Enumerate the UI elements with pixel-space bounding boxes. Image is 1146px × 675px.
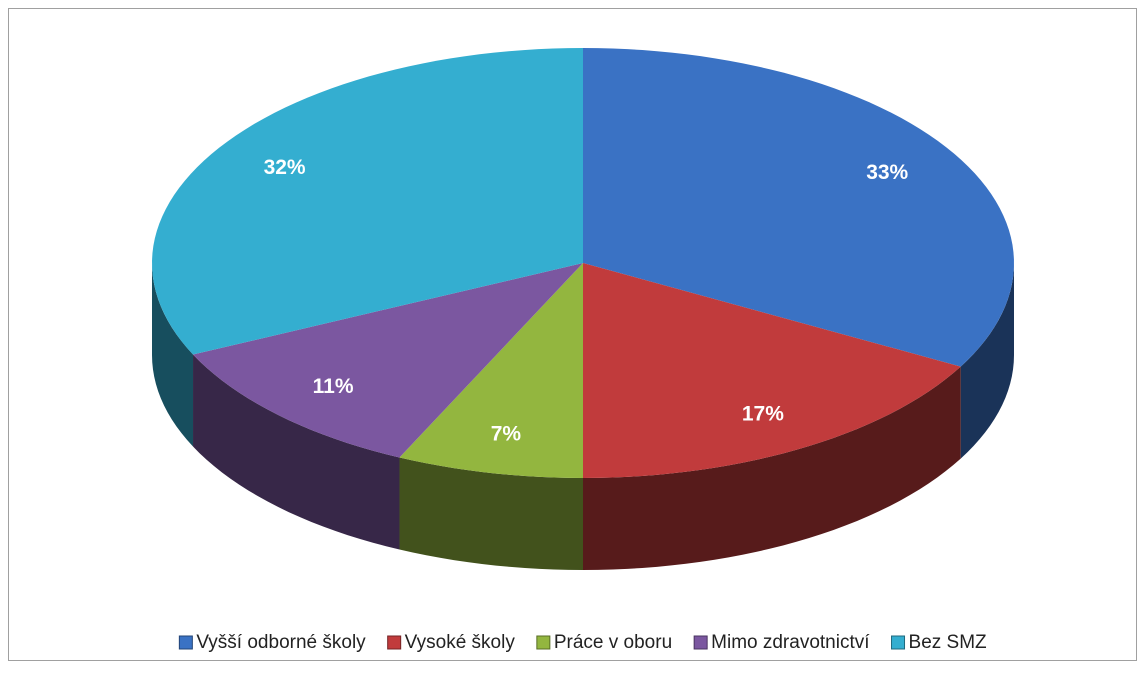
legend-label: Práce v oboru xyxy=(554,632,672,653)
slice-side xyxy=(152,263,194,447)
slice xyxy=(152,48,584,355)
legend-swatch xyxy=(891,635,906,650)
slice-side xyxy=(960,263,1014,459)
slice xyxy=(193,263,584,458)
legend-label: Bez SMZ xyxy=(909,632,988,653)
legend-swatch xyxy=(387,635,402,650)
data-label: 11% xyxy=(313,375,354,398)
slice xyxy=(583,263,961,478)
legend-swatch xyxy=(178,635,193,650)
slice-side xyxy=(193,354,400,550)
data-label: 17% xyxy=(742,402,784,425)
legend-swatch xyxy=(693,635,708,650)
slice-side xyxy=(583,366,961,570)
legend-label: Mimo zdravotnictví xyxy=(711,632,870,653)
data-label: 32% xyxy=(264,156,306,179)
slice xyxy=(399,263,583,478)
data-label: 33% xyxy=(866,161,908,184)
legend-label: Vysoké školy xyxy=(405,632,516,653)
legend-label: Vyšší odborné školy xyxy=(196,632,366,653)
legend-swatch xyxy=(536,635,551,650)
slice-side xyxy=(399,457,583,570)
slice xyxy=(583,48,1014,367)
data-label: 7% xyxy=(491,423,522,446)
